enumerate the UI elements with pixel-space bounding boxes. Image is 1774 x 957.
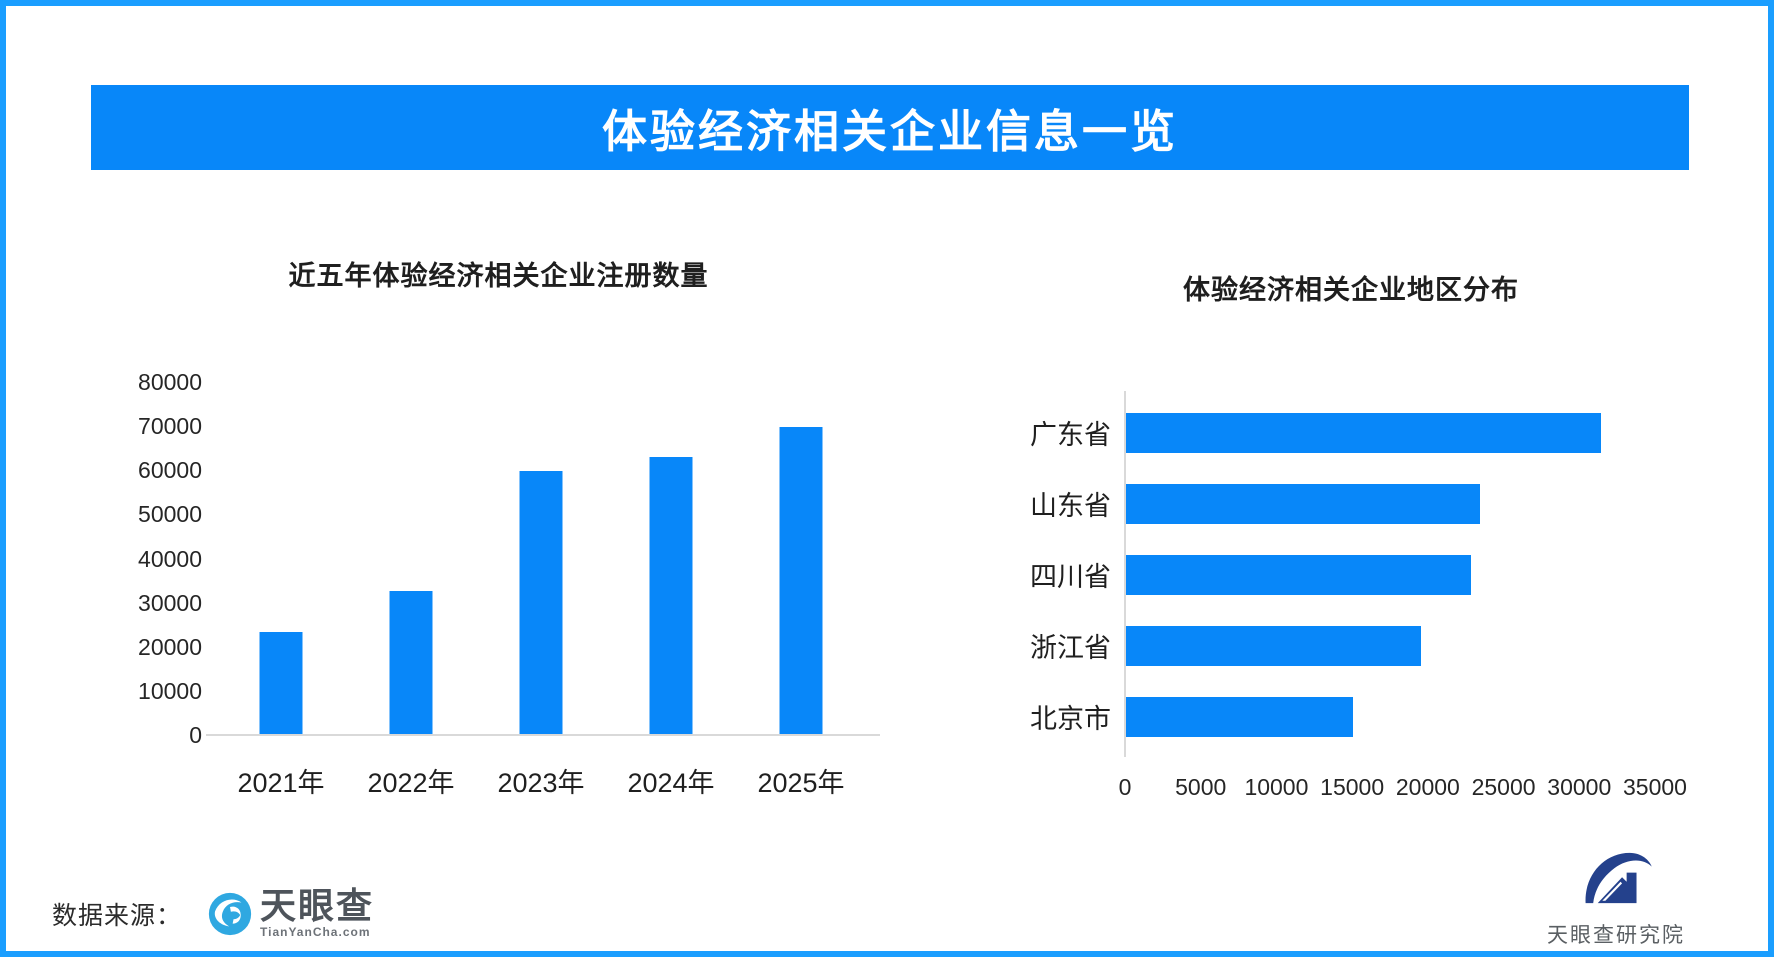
chart-bar	[779, 427, 823, 735]
x-tick-label: 2023年	[497, 768, 585, 798]
chart-bar	[259, 632, 303, 735]
x-tick-label: 15000	[1320, 774, 1385, 800]
registrations-chart: 近五年体验经济相关企业注册数量 0 10000 20000 30000 40000 500…	[111, 254, 886, 798]
regions-chart-title: 体验经济相关企业地区分布	[1183, 275, 1519, 305]
page-title: 体验经济相关企业信息一览	[601, 106, 1178, 157]
row-label: 广东省	[1030, 420, 1111, 450]
row-label: 北京市	[1030, 704, 1111, 734]
x-tick-label: 5000	[1175, 774, 1227, 800]
chart-row: 山东省	[1011, 468, 1691, 539]
y-tick-label: 20000	[138, 633, 202, 660]
regions-chart-rows: 广东省山东省四川省浙江省北京市	[1011, 391, 1691, 757]
row-label: 四川省	[1030, 562, 1111, 592]
y-tick-label: 30000	[138, 589, 202, 616]
title-banner: 体验经济相关企业信息一览	[91, 85, 1689, 170]
x-tick-label: 35000	[1623, 774, 1687, 800]
registrations-chart-y-axis: 0 10000 20000 30000 40000 50000 60000 70000 8000…	[111, 369, 216, 748]
x-tick-label: 25000	[1471, 774, 1536, 800]
x-tick-label: 0	[1118, 774, 1132, 800]
chart-bar	[1126, 696, 1353, 737]
regions-chart-axis-line	[1124, 391, 1126, 757]
row-label: 山东省	[1030, 491, 1111, 521]
y-tick-label: 0	[189, 722, 202, 748]
y-tick-label: 50000	[138, 501, 202, 528]
registrations-chart-x-labels: 2021年 2022年 2023年 2024年 2025年	[216, 761, 866, 798]
regions-chart-x-ticks: 0 5000 10000 15000 20000 25000 30000 35000	[1119, 774, 1687, 804]
chart-bar	[1126, 483, 1480, 524]
tianyancha-logo-text: 天眼查	[260, 885, 375, 926]
x-tick-label: 2021年	[237, 768, 325, 798]
data-source-label: 数据来源：	[52, 901, 183, 930]
chart-row: 广东省	[1011, 397, 1691, 468]
registrations-chart-plot-row: 0 10000 20000 30000 40000 50000 60000 70000 8000…	[111, 369, 886, 748]
x-tick-label: 2024年	[627, 768, 715, 798]
institute-logo-icon	[1585, 852, 1652, 904]
y-tick-label: 60000	[138, 457, 202, 484]
tianyancha-swirl-icon	[208, 892, 252, 935]
chart-bar	[519, 471, 563, 735]
x-tick-label: 30000	[1547, 774, 1612, 800]
chart-row: 北京市	[1011, 681, 1691, 752]
tianyancha-logo: 天眼查 TianYanCha.com	[208, 888, 374, 939]
chart-bar	[389, 591, 433, 735]
row-label: 浙江省	[1030, 633, 1111, 663]
chart-bar	[649, 457, 693, 735]
regions-chart: 体验经济相关企业地区分布 广东省山东省四川省浙江省北京市 0 5000 10000 1…	[1011, 254, 1691, 804]
x-tick-label: 20000	[1395, 774, 1460, 800]
chart-bar	[1126, 554, 1471, 595]
chart-row: 四川省	[1011, 539, 1691, 610]
x-tick-label: 2025年	[757, 768, 845, 798]
registrations-chart-plot	[206, 382, 880, 736]
institute-logo-text: 天眼查研究院	[1547, 924, 1685, 947]
y-tick-label: 80000	[138, 369, 202, 395]
y-tick-label: 70000	[138, 413, 202, 440]
tianyancha-logo-texts: 天眼查 TianYanCha.com	[260, 885, 375, 940]
x-tick-label: 10000	[1244, 774, 1309, 800]
x-tick-label: 2022年	[367, 768, 455, 798]
registrations-chart-title: 近五年体验经济相关企业注册数量	[288, 261, 709, 291]
y-tick-label: 10000	[138, 677, 202, 704]
chart-bar	[1126, 625, 1421, 666]
data-source: 数据来源： 天眼查 TianYanCha.com	[52, 888, 374, 940]
tianyancha-logo-subtext: TianYanCha.com	[260, 925, 371, 939]
y-tick-label: 40000	[138, 545, 202, 572]
chart-row: 浙江省	[1011, 610, 1691, 681]
chart-bar	[1126, 412, 1601, 453]
institute-logo: 天眼查研究院	[1528, 846, 1704, 949]
